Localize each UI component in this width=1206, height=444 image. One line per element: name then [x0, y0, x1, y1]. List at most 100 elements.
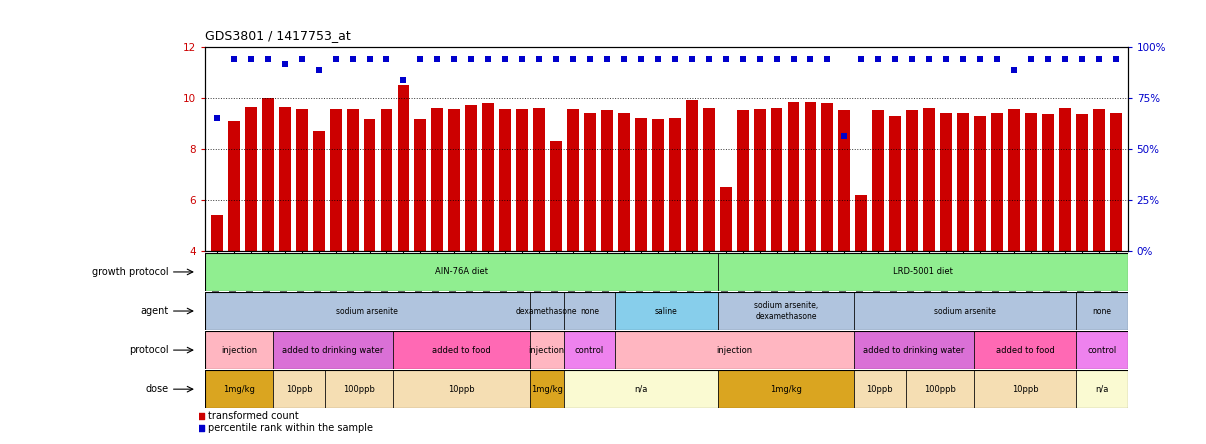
Bar: [1077, 370, 1128, 408]
Bar: [449, 109, 461, 251]
Bar: [615, 292, 718, 330]
Text: 10ppb: 10ppb: [447, 385, 475, 394]
Point: [818, 56, 837, 63]
Bar: [854, 370, 906, 408]
Bar: [872, 111, 884, 251]
Point: [496, 56, 515, 63]
Bar: [1093, 109, 1105, 251]
Bar: [529, 292, 563, 330]
Text: injection: injection: [221, 345, 257, 355]
Bar: [669, 118, 680, 251]
Text: added to food: added to food: [996, 345, 1054, 355]
Bar: [564, 370, 718, 408]
Point: [699, 56, 719, 63]
Bar: [205, 253, 718, 291]
Bar: [516, 109, 528, 251]
Text: 100ppb: 100ppb: [924, 385, 955, 394]
Bar: [652, 119, 663, 251]
Point: [309, 66, 328, 73]
Bar: [821, 103, 833, 251]
Point: [1089, 56, 1108, 63]
Text: 1mg/kg: 1mg/kg: [531, 385, 563, 394]
Point: [563, 56, 582, 63]
Point: [192, 412, 211, 420]
Bar: [958, 113, 970, 251]
Point: [666, 56, 685, 63]
Bar: [615, 331, 854, 369]
Text: 100ppb: 100ppb: [343, 385, 375, 394]
Point: [835, 132, 854, 139]
Point: [1038, 56, 1058, 63]
Text: injection: injection: [528, 345, 564, 355]
Bar: [381, 109, 392, 251]
Text: 10ppb: 10ppb: [1012, 385, 1038, 394]
Bar: [415, 119, 427, 251]
Point: [784, 56, 803, 63]
Point: [546, 56, 566, 63]
Bar: [499, 109, 511, 251]
Point: [529, 56, 549, 63]
Point: [614, 56, 633, 63]
Text: dose: dose: [146, 384, 169, 394]
Bar: [974, 331, 1077, 369]
Text: protocol: protocol: [129, 345, 169, 355]
Bar: [906, 111, 918, 251]
Point: [359, 56, 379, 63]
Bar: [854, 331, 974, 369]
Bar: [991, 113, 1003, 251]
Text: sodium arsenite: sodium arsenite: [336, 306, 398, 316]
Point: [1021, 56, 1041, 63]
Text: none: none: [1093, 306, 1112, 316]
Text: added to drinking water: added to drinking water: [863, 345, 965, 355]
Bar: [737, 111, 749, 251]
Text: sodium arsenite,
dexamethasone: sodium arsenite, dexamethasone: [754, 301, 818, 321]
Text: percentile rank within the sample: percentile rank within the sample: [207, 423, 373, 433]
Bar: [211, 215, 223, 251]
Bar: [533, 108, 545, 251]
Bar: [838, 111, 850, 251]
Point: [292, 56, 311, 63]
Point: [1072, 56, 1091, 63]
Text: agent: agent: [140, 306, 169, 316]
Bar: [718, 253, 1128, 291]
Point: [479, 56, 498, 63]
Bar: [274, 331, 393, 369]
Point: [988, 56, 1007, 63]
Text: dexamethasone: dexamethasone: [516, 306, 578, 316]
Bar: [329, 109, 341, 251]
Point: [954, 56, 973, 63]
Bar: [274, 370, 324, 408]
Point: [462, 56, 481, 63]
Text: 1mg/kg: 1mg/kg: [769, 385, 802, 394]
Text: AIN-76A diet: AIN-76A diet: [435, 267, 487, 277]
Point: [919, 56, 938, 63]
Bar: [1110, 113, 1122, 251]
Bar: [228, 121, 240, 251]
Bar: [1077, 331, 1128, 369]
Text: added to food: added to food: [432, 345, 491, 355]
Bar: [205, 292, 529, 330]
Bar: [804, 102, 816, 251]
Bar: [564, 292, 615, 330]
Point: [716, 56, 736, 63]
Point: [241, 56, 260, 63]
Text: control: control: [1088, 345, 1117, 355]
Bar: [432, 108, 444, 251]
Bar: [754, 109, 766, 251]
Point: [258, 56, 277, 63]
Text: sodium arsenite: sodium arsenite: [935, 306, 996, 316]
Point: [902, 56, 921, 63]
Text: n/a: n/a: [634, 385, 648, 394]
Bar: [567, 109, 579, 251]
Point: [343, 56, 362, 63]
Bar: [686, 100, 698, 251]
Bar: [312, 131, 324, 251]
Bar: [584, 113, 596, 251]
Bar: [855, 195, 867, 251]
Text: 10ppb: 10ppb: [286, 385, 312, 394]
Bar: [245, 107, 257, 251]
Text: growth protocol: growth protocol: [92, 267, 169, 277]
Point: [376, 56, 396, 63]
Bar: [601, 111, 613, 251]
Point: [580, 56, 599, 63]
